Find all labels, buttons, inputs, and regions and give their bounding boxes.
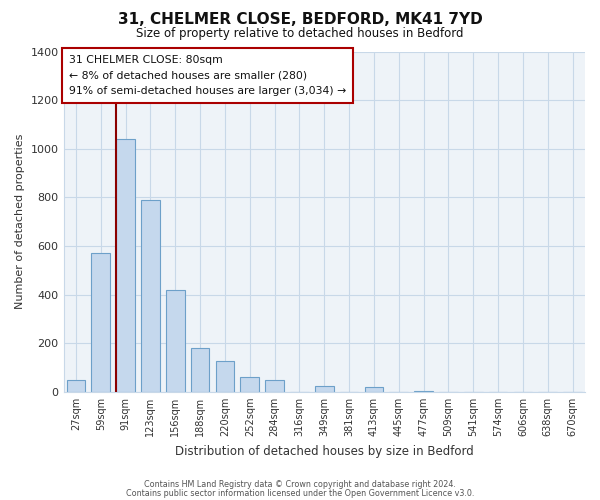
Text: Contains HM Land Registry data © Crown copyright and database right 2024.: Contains HM Land Registry data © Crown c… [144,480,456,489]
X-axis label: Distribution of detached houses by size in Bedford: Distribution of detached houses by size … [175,444,473,458]
Text: 31, CHELMER CLOSE, BEDFORD, MK41 7YD: 31, CHELMER CLOSE, BEDFORD, MK41 7YD [118,12,482,28]
Bar [191,348,209,392]
Bar [315,386,334,392]
Bar [241,376,259,392]
Bar [141,200,160,392]
Bar [67,380,85,392]
Text: Size of property relative to detached houses in Bedford: Size of property relative to detached ho… [136,28,464,40]
Bar [91,254,110,392]
Text: Contains public sector information licensed under the Open Government Licence v3: Contains public sector information licen… [126,488,474,498]
Bar [414,390,433,392]
Text: 31 CHELMER CLOSE: 80sqm
← 8% of detached houses are smaller (280)
91% of semi-de: 31 CHELMER CLOSE: 80sqm ← 8% of detached… [69,55,346,96]
Y-axis label: Number of detached properties: Number of detached properties [15,134,25,310]
Bar [116,139,135,392]
Bar [365,387,383,392]
Bar [265,380,284,392]
Bar [166,290,185,392]
Bar [215,362,234,392]
